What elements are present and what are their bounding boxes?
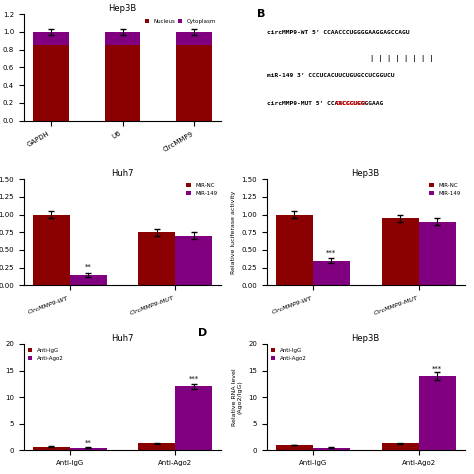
Bar xyxy=(33,32,69,45)
Text: B: B xyxy=(257,9,265,19)
Bar xyxy=(176,45,212,120)
Text: circMMP9-MUT 5’ CCAACCCUGGGGAAG: circMMP9-MUT 5’ CCAACCCUGGGGAAG xyxy=(267,101,383,107)
Title: Huh7: Huh7 xyxy=(111,334,134,343)
Legend: Anti-IgG, Anti-Ago2: Anti-IgG, Anti-Ago2 xyxy=(270,346,308,362)
Bar xyxy=(70,275,107,285)
Text: ***: *** xyxy=(189,376,199,382)
Bar xyxy=(70,447,107,450)
Text: ***: *** xyxy=(326,250,337,256)
Legend: Anti-IgG, Anti-Ago2: Anti-IgG, Anti-Ago2 xyxy=(27,346,64,362)
Bar xyxy=(419,222,456,285)
Bar xyxy=(175,386,212,450)
Text: miR-149 3’ CCCUCACUUCUGUGCCUCGGUCU: miR-149 3’ CCCUCACUUCUGUGCCUCGGUCU xyxy=(267,73,394,78)
Text: | | | | | | | |: | | | | | | | | xyxy=(370,55,433,62)
Bar xyxy=(382,218,419,285)
Bar xyxy=(276,445,313,450)
Title: Hep3B: Hep3B xyxy=(109,4,137,13)
Legend: Nucleus, Cytoplasm: Nucleus, Cytoplasm xyxy=(142,17,219,27)
Text: **: ** xyxy=(85,440,91,446)
Text: D: D xyxy=(198,328,207,338)
Title: Hep3B: Hep3B xyxy=(352,334,380,343)
Bar xyxy=(105,32,140,45)
Text: **: ** xyxy=(85,264,91,270)
Bar xyxy=(33,45,69,120)
Text: circMMP9-WT 5’ CCAACCCUGGGGAAGGAGCCAGU: circMMP9-WT 5’ CCAACCCUGGGGAAGGAGCCAGU xyxy=(267,30,410,35)
Y-axis label: Relative RNA level
(Ago2/IgG): Relative RNA level (Ago2/IgG) xyxy=(232,368,243,426)
Title: Huh7: Huh7 xyxy=(111,169,134,178)
Bar xyxy=(313,261,350,285)
Bar xyxy=(33,447,70,450)
Bar xyxy=(105,45,140,120)
Bar xyxy=(33,215,70,285)
Bar xyxy=(419,376,456,450)
Legend: MiR-NC, MiR-149: MiR-NC, MiR-149 xyxy=(185,182,219,197)
Title: Hep3B: Hep3B xyxy=(352,169,380,178)
Bar xyxy=(276,215,313,285)
Bar xyxy=(138,443,175,450)
Bar xyxy=(313,447,350,450)
Legend: MIR-NC, MIR-149: MIR-NC, MIR-149 xyxy=(428,182,462,197)
Text: ***: *** xyxy=(432,365,442,372)
Text: CUCGGUCU: CUCGGUCU xyxy=(335,101,365,107)
Bar xyxy=(382,443,419,450)
Bar xyxy=(138,232,175,285)
Bar xyxy=(176,32,212,45)
Bar xyxy=(175,236,212,285)
Y-axis label: Relative luciferase activity: Relative luciferase activity xyxy=(231,191,236,274)
